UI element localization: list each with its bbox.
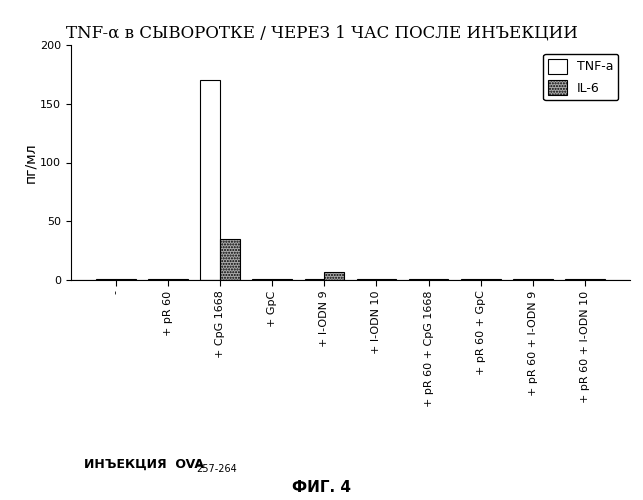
- Bar: [324, 272, 344, 280]
- Bar: [201, 80, 220, 280]
- Text: ИНЪЕКЦИЯ  OVA: ИНЪЕКЦИЯ OVA: [84, 458, 204, 470]
- Y-axis label: пг/мл: пг/мл: [23, 142, 37, 183]
- Bar: [220, 239, 240, 280]
- Text: ФИГ. 4: ФИГ. 4: [292, 480, 351, 495]
- Text: TNF-α в СЫВОРОТКЕ / ЧЕРЕЗ 1 ЧАС ПОСЛЕ ИНЪЕКЦИИ: TNF-α в СЫВОРОТКЕ / ЧЕРЕЗ 1 ЧАС ПОСЛЕ ИН…: [66, 24, 577, 41]
- Legend: TNF-a, IL-6: TNF-a, IL-6: [543, 54, 619, 100]
- Text: 257-264: 257-264: [196, 464, 237, 473]
